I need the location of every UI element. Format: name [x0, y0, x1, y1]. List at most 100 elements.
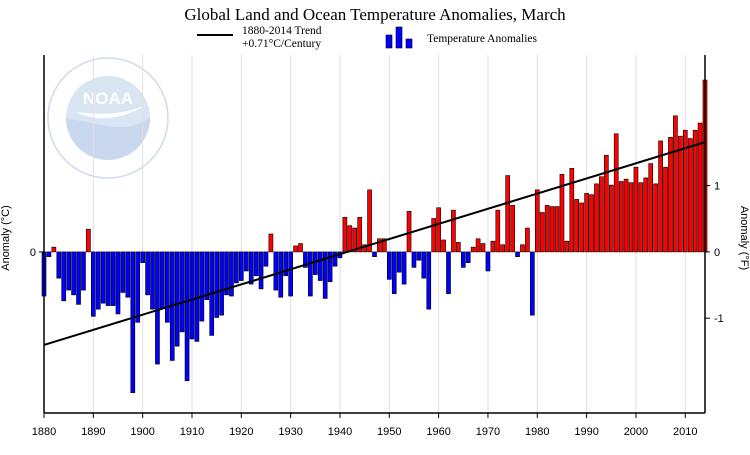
- bar: [199, 251, 205, 322]
- legend-trend-label-1: 1880-2014 Trend: [242, 25, 322, 37]
- bar: [658, 140, 663, 253]
- trend-line: [43, 141, 706, 346]
- bar: [71, 251, 76, 296]
- bar: [95, 251, 101, 310]
- bar: [465, 251, 471, 263]
- bar: [100, 251, 106, 304]
- y-tick-label-right: 0: [714, 247, 720, 259]
- bar: [668, 137, 673, 253]
- x-tick-label: 1910: [180, 426, 204, 438]
- y-axis-label-right: Anomaly (°F): [738, 206, 750, 270]
- bar: [155, 251, 160, 365]
- bar: [456, 242, 461, 253]
- bar: [214, 251, 219, 318]
- bar: [682, 129, 688, 253]
- bar: [342, 216, 348, 253]
- bar: [66, 251, 71, 291]
- y-tick-label-right: 1: [714, 181, 720, 193]
- bar: [441, 239, 446, 253]
- bar: [470, 246, 476, 253]
- noaa-logo-text: NOAA: [83, 89, 133, 108]
- x-tick-label: 2010: [673, 426, 697, 438]
- bar: [56, 251, 62, 279]
- y-tick-label-right: -1: [714, 313, 724, 325]
- bar: [367, 189, 372, 253]
- bar: [692, 129, 698, 253]
- x-tick-label: 1900: [130, 426, 154, 438]
- axes: 1880 1890 1900 1910 1920 1930 1940 1950 1960 1970…: [30, 55, 724, 438]
- bar: [653, 183, 658, 253]
- bar: [179, 251, 185, 333]
- bar: [411, 251, 417, 268]
- bar: [120, 251, 126, 293]
- bar: [386, 251, 392, 280]
- bar: [613, 133, 619, 253]
- bar: [505, 175, 511, 253]
- bar: [234, 251, 239, 284]
- y-tick-label-left: 0: [30, 247, 36, 259]
- bar: [534, 189, 540, 253]
- bar: [520, 244, 525, 253]
- bar: [81, 251, 86, 291]
- bar: [115, 251, 121, 315]
- bar: [105, 251, 111, 306]
- bar: [599, 176, 604, 253]
- bar: [283, 251, 289, 277]
- bar: [564, 240, 570, 253]
- bar: [628, 182, 634, 253]
- bar: [352, 227, 358, 253]
- bar: [219, 251, 224, 316]
- bar: [322, 251, 328, 299]
- bar: [638, 182, 644, 253]
- bar: [293, 245, 298, 253]
- bar: [475, 238, 481, 253]
- bar: [391, 251, 397, 294]
- bar: [549, 206, 555, 253]
- bar: [258, 251, 264, 290]
- x-tick-label: 1890: [81, 426, 105, 438]
- bar: [288, 251, 293, 297]
- bar: [278, 251, 284, 298]
- bar: [332, 251, 338, 267]
- bar: [76, 251, 81, 305]
- bar: [673, 115, 678, 253]
- bar: [436, 207, 441, 253]
- x-tick-label: 1940: [328, 426, 352, 438]
- trend: [43, 141, 706, 346]
- bar: [273, 251, 279, 291]
- bar: [663, 166, 668, 253]
- bar: [150, 251, 155, 310]
- chart-title: Global Land and Ocean Temperature Anomal…: [184, 5, 566, 24]
- bar: [174, 251, 180, 347]
- x-tick-label: 1950: [377, 426, 401, 438]
- x-tick-label: 1930: [278, 426, 302, 438]
- bar: [135, 251, 141, 323]
- bar: [510, 205, 515, 253]
- bar: [579, 202, 584, 253]
- bar: [495, 209, 501, 253]
- bar: [584, 193, 589, 253]
- bar: [569, 168, 575, 253]
- noaa-logo: NOAA: [47, 57, 169, 179]
- bar: [303, 251, 308, 268]
- y-axis-label-left: Anomaly (°C): [0, 205, 12, 271]
- bar: [61, 251, 67, 302]
- bar: [678, 135, 683, 253]
- bar: [347, 225, 353, 253]
- bar: [243, 251, 249, 272]
- bar: [446, 251, 451, 294]
- bar: [204, 251, 210, 300]
- x-tick-label: 1970: [476, 426, 500, 438]
- legend: 1880-2014 Trend +0.71°C/Century Temperat…: [197, 25, 538, 50]
- bar: [589, 194, 594, 253]
- bar: [317, 251, 323, 281]
- legend-bars-label: Temperature Anomalies: [427, 33, 538, 45]
- bar: [648, 163, 654, 253]
- bar: [574, 199, 580, 253]
- bar: [46, 251, 52, 257]
- bar: [362, 244, 367, 253]
- bar: [224, 251, 229, 296]
- bar: [248, 251, 254, 285]
- bar: [416, 251, 422, 261]
